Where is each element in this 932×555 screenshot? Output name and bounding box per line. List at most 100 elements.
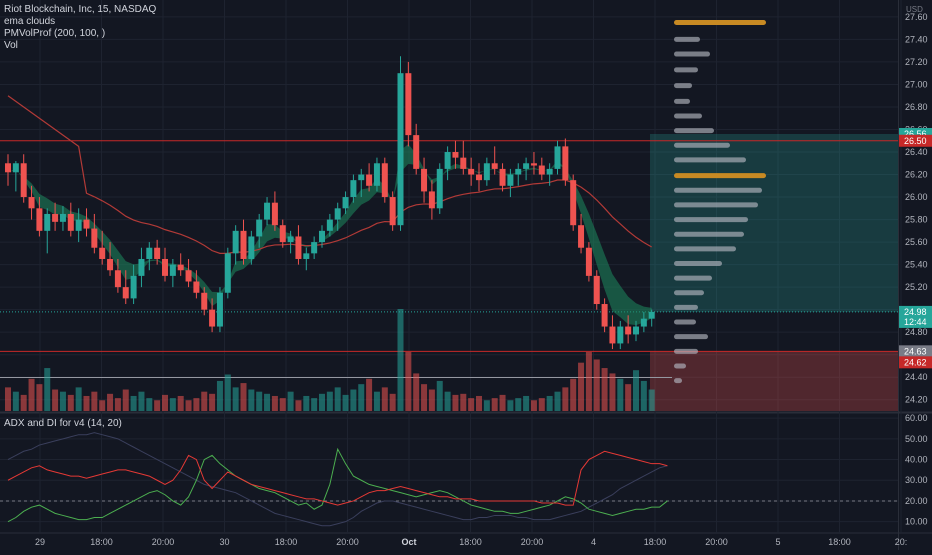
adx-series-diminus (7, 450, 668, 506)
indicator-volume-profile[interactable]: PMVolProf (200, 100, ) (4, 28, 106, 39)
volume-bar (640, 380, 647, 411)
price-tick-label: 25.80 (905, 215, 928, 225)
time-tick-label: 4 (591, 537, 596, 547)
volume-profile-bar (674, 67, 698, 73)
volume-profile-bar (674, 319, 696, 325)
volume-profile-bar (674, 113, 702, 119)
volume-profile-bar (674, 142, 730, 148)
volume-bar (444, 391, 451, 411)
candle-body (507, 174, 514, 186)
candle-body (633, 326, 639, 335)
candle-body (271, 202, 278, 226)
volume-bar (617, 378, 624, 411)
adx-tick-label: 30.00 (905, 475, 928, 485)
candle-body (381, 163, 388, 198)
volume-profile-bar (674, 275, 712, 281)
candle-body (476, 174, 482, 181)
volume-bar (350, 389, 357, 411)
volume-bar (52, 389, 59, 411)
candle-body (44, 213, 51, 231)
candle-body (295, 236, 302, 259)
candle-body (279, 225, 286, 243)
price-tick-label: 27.40 (905, 34, 928, 44)
target-zone (650, 133, 898, 312)
last-price-tag-bg (899, 305, 932, 328)
adx-tick-label: 10.00 (905, 517, 928, 527)
candle-body (67, 213, 74, 231)
volume-profile-bar (674, 334, 708, 340)
volume-bar (311, 398, 318, 411)
level-high-tag-bg (899, 127, 932, 140)
time-tick-label: 18:00 (275, 537, 298, 547)
volume-bar (5, 387, 11, 411)
candle-body (413, 135, 420, 169)
time-tick-label: 20: (895, 537, 908, 547)
volume-bar (570, 378, 577, 411)
price-tick-label: 26.80 (905, 102, 928, 112)
volume-bar (389, 393, 396, 411)
indicator-ema-clouds[interactable]: ema clouds (4, 16, 56, 27)
volume-profile-bar (674, 246, 736, 252)
volume-bar (114, 398, 121, 411)
candle-body (138, 258, 145, 276)
volume-bar (491, 398, 498, 411)
adx-legend[interactable]: ADX and DI for v4 (14, 20) (4, 418, 122, 429)
volume-bar (483, 400, 490, 411)
volume-bar (413, 373, 420, 411)
candle-body (99, 247, 106, 259)
volume-profile-bar (674, 217, 748, 223)
candle-body (491, 163, 498, 169)
volume-bar (75, 387, 82, 411)
time-tick-label: 18:00 (459, 537, 482, 547)
candle-body (83, 219, 90, 229)
time-tick-label: 20:00 (152, 537, 175, 547)
candle-body (625, 326, 632, 335)
symbol-title[interactable]: Riot Blockchain, Inc, 15, NASDAQ (4, 4, 157, 15)
volume-bar (209, 393, 216, 411)
volume-bar (358, 384, 365, 411)
volume-bar (295, 400, 302, 411)
volume-bar (185, 400, 192, 411)
candle-body (240, 230, 247, 259)
price-tick-label: 24.20 (905, 395, 928, 405)
volume-bar (373, 391, 380, 411)
volume-bar (271, 395, 278, 411)
candle-body (59, 213, 66, 222)
price-tick-label: 24.80 (905, 327, 928, 337)
time-tick-label: 18:00 (828, 537, 851, 547)
volume-bar (154, 400, 161, 411)
candle-body (216, 292, 223, 327)
volume-bar (248, 389, 255, 411)
volume-bar (421, 384, 428, 411)
candle-body (146, 247, 153, 259)
candle-body (107, 258, 114, 271)
candle-body (122, 287, 129, 299)
level-upper-tag-bg (899, 134, 932, 147)
volume-bar (405, 351, 412, 411)
adx-tick-label: 60.00 (905, 413, 928, 423)
candle-body (130, 275, 137, 299)
volume-bar (319, 393, 325, 411)
level-lower-tag-bg (899, 345, 932, 358)
volume-bar (36, 384, 43, 411)
volume-profile-poc-bar (674, 20, 766, 26)
volume-bar (538, 398, 545, 411)
volume-bar (169, 398, 176, 411)
volume-profile-bar (674, 98, 690, 104)
price-tick-label: 25.60 (905, 237, 928, 247)
volume-bar (578, 362, 585, 411)
indicator-volume[interactable]: Vol (4, 40, 18, 51)
volume-bar (279, 398, 286, 411)
volume-bar (303, 395, 310, 411)
candle-body (373, 163, 380, 186)
candle-body (585, 247, 592, 276)
volume-profile-bar (674, 128, 714, 134)
candle-body (256, 219, 263, 237)
adx-tick-label: 20.00 (905, 496, 928, 506)
candle-body (75, 219, 82, 231)
volume-profile-bar (674, 348, 698, 354)
volume-bar (146, 398, 153, 411)
candle-body (326, 219, 333, 231)
volume-bar (585, 351, 592, 411)
